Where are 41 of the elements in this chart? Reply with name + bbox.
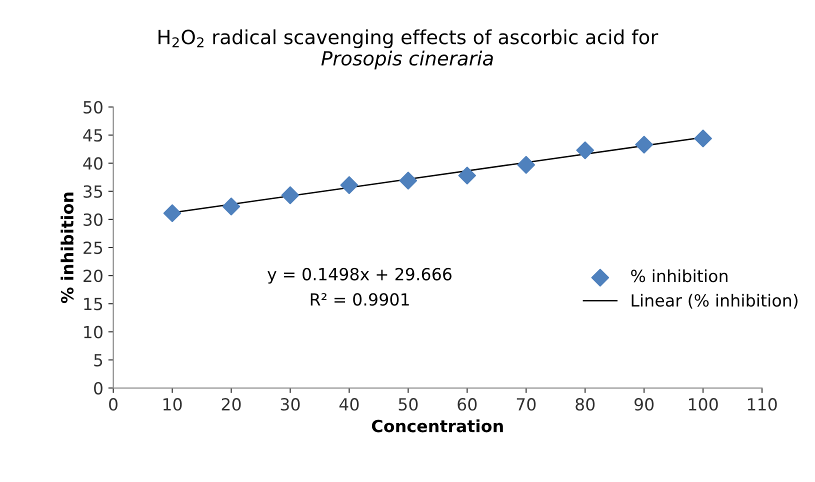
- x-tick-label: 50: [398, 398, 418, 411]
- y-tick-label: 40: [83, 157, 102, 170]
- chart-title: H$_{2}$O$_{2}$ radical scavenging effects of ascorbic acid for: [158, 29, 658, 48]
- y-tick-label: 35: [84, 185, 102, 198]
- y-tick-label: 30: [84, 213, 102, 226]
- y-tick-label: 15: [84, 298, 102, 310]
- y-tick-label: 0: [94, 382, 102, 395]
- x-tick-label: 40: [339, 398, 359, 411]
- x-tick-label: 0: [109, 398, 118, 411]
- y-tick-label: 25: [84, 241, 102, 254]
- annotation: R² = 0.9901: [310, 293, 409, 306]
- y-tick-label: 45: [83, 129, 102, 142]
- point: [222, 198, 240, 216]
- point: [399, 172, 418, 190]
- x-tick-label: 80: [576, 398, 595, 411]
- x-tick-label: 90: [634, 398, 654, 411]
- x-tick-label: 100: [688, 398, 718, 411]
- point: [517, 156, 536, 174]
- point: [340, 176, 358, 194]
- x-tick-label: 110: [748, 398, 777, 411]
- legend-label: % inhibition: [631, 269, 728, 282]
- point: [576, 141, 594, 160]
- y-tick-label: 20: [84, 270, 102, 282]
- chart-subtitle: Prosopis cineraria: [321, 50, 493, 70]
- annotation: y = 0.1498x + 29.666: [268, 268, 452, 284]
- y-tick-label: 50: [84, 100, 102, 114]
- x-tick-label: 70: [516, 398, 536, 411]
- y-tick-label: 10: [84, 326, 102, 338]
- x-axis-title: Concentration: [372, 419, 503, 432]
- point: [281, 186, 300, 204]
- point: [635, 136, 653, 154]
- x-tick-label: 20: [222, 398, 241, 411]
- point: [163, 204, 182, 222]
- x-tick-label: 30: [280, 398, 300, 411]
- legend-label: Linear (% inhibition): [632, 294, 798, 309]
- point: [694, 130, 712, 148]
- x-tick-label: 10: [163, 398, 182, 411]
- point: [458, 166, 476, 184]
- x-tick-label: 60: [458, 398, 477, 411]
- y-tick-label: 5: [94, 354, 102, 366]
- y-axis-title: % inhibition: [60, 192, 74, 304]
